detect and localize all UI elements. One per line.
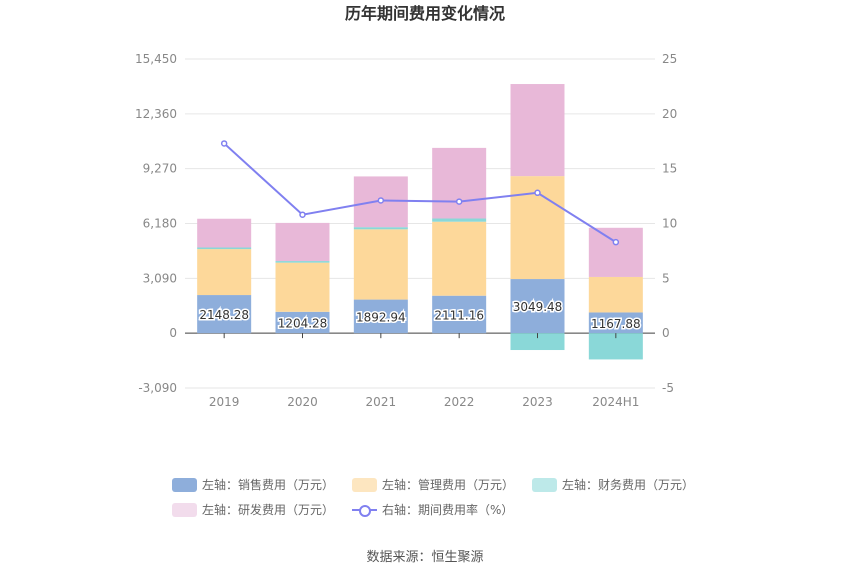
legend-label-rate: 右轴：期间费用率（%） [382, 503, 514, 517]
admin-bar [275, 262, 330, 312]
sales-bar [432, 295, 487, 334]
finance-bar [197, 247, 252, 250]
legend-line-icon [352, 503, 378, 517]
legend-label-admin: 左轴：管理费用（万元） [382, 478, 515, 492]
legend-item-rate[interactable]: 右轴：期间费用率（%） [352, 501, 513, 518]
left-axis-tick-label: 0 [169, 326, 177, 340]
rd-bar [588, 227, 643, 277]
expense-rate-point [534, 189, 541, 197]
expense-rate-point [612, 238, 620, 246]
rd-bar [432, 147, 487, 219]
legend-swatch-admin [352, 477, 378, 492]
right-axis-tick-label: 25 [662, 52, 677, 66]
legend-item-admin[interactable]: 左轴：管理费用（万元） [352, 476, 514, 493]
sales-bar [510, 279, 565, 334]
legend-item-rd[interactable]: 左轴：研发费用（万元） [172, 501, 334, 518]
right-axis-tick-label: 5 [662, 271, 670, 285]
sales-data-label: 3049.48 [513, 300, 563, 314]
chart-title: 历年期间费用变化情况 [345, 4, 505, 23]
right-axis-tick-label: 10 [662, 217, 677, 231]
expense-rate-point [220, 140, 228, 147]
sales-data-label: 2111.16 [434, 308, 484, 322]
x-axis-tick-label: 2021 [366, 395, 397, 409]
sales-bar [197, 295, 252, 334]
sales-data-label: 1204.28 [278, 316, 328, 330]
expense-rate-point [377, 197, 385, 204]
sales-data-label: 1892.94 [356, 310, 406, 324]
left-axis-tick-label: 3,090 [143, 271, 177, 285]
data-source: 数据来源：恒生聚源 [366, 550, 484, 565]
x-axis-tick-label: 2019 [209, 395, 240, 409]
legend-label-rd: 左轴：研发费用（万元） [202, 503, 335, 517]
expense-rate-point [455, 198, 463, 205]
legend-label-sales: 左轴：销售费用（万元） [202, 478, 335, 492]
legend-swatch-finance [532, 477, 558, 492]
legend-swatch-sales [172, 477, 197, 492]
legend-item-finance[interactable]: 左轴：财务费用（万元） [532, 476, 694, 493]
sales-bar [588, 312, 643, 334]
legend-item-sales[interactable]: 左轴：销售费用（万元） [172, 476, 334, 493]
legend-label-finance: 左轴：财务费用（万元） [562, 478, 695, 492]
right-axis-tick-label: 0 [662, 326, 670, 340]
left-axis-tick-label: -3,090 [138, 381, 177, 395]
finance-bar [275, 261, 330, 263]
x-axis-tick-label: 2020 [287, 395, 318, 409]
chart: 历年期间费用变化情况 -3,090 0 3,090 6,180 9,270 12,360 15… [135, 4, 677, 409]
rd-bar [197, 218, 252, 248]
x-axis-tick-label: 2024H1 [592, 395, 639, 409]
right-axis-tick-label: 15 [662, 162, 677, 176]
expense-rate-line [223, 142, 617, 243]
finance-bar [432, 218, 487, 222]
expense-rate-point [299, 211, 306, 218]
left-axis-tick-label: 6,180 [143, 217, 177, 231]
finance-bar [510, 333, 565, 351]
right-axis-tick-label: 20 [662, 107, 677, 121]
sales-data-label: 2148.28 [199, 308, 249, 322]
left-axis-tick-label: 15,450 [135, 52, 177, 66]
sales-bar [353, 299, 408, 334]
rd-bar [275, 222, 330, 262]
legend: 左轴：销售费用（万元） 左轴：管理费用（万元） 左轴：财务费用（万元） 左轴：研… [172, 472, 732, 522]
right-axis-tick-label: -5 [662, 381, 674, 395]
finance-bar [353, 227, 408, 230]
left-axis-tick-label: 12,360 [135, 107, 177, 121]
sales-data-label: 1167.88 [591, 317, 641, 331]
left-axis-tick-label: 9,270 [143, 162, 177, 176]
sales-bar [275, 311, 330, 334]
admin-bar [197, 249, 252, 296]
legend-swatch-rd [172, 502, 197, 517]
admin-bar [588, 276, 643, 313]
x-axis-tick-label: 2022 [444, 395, 475, 409]
admin-bar [432, 221, 487, 296]
rd-bar [510, 84, 565, 177]
x-axis-tick-label: 2023 [522, 395, 553, 409]
admin-bar [353, 229, 408, 300]
